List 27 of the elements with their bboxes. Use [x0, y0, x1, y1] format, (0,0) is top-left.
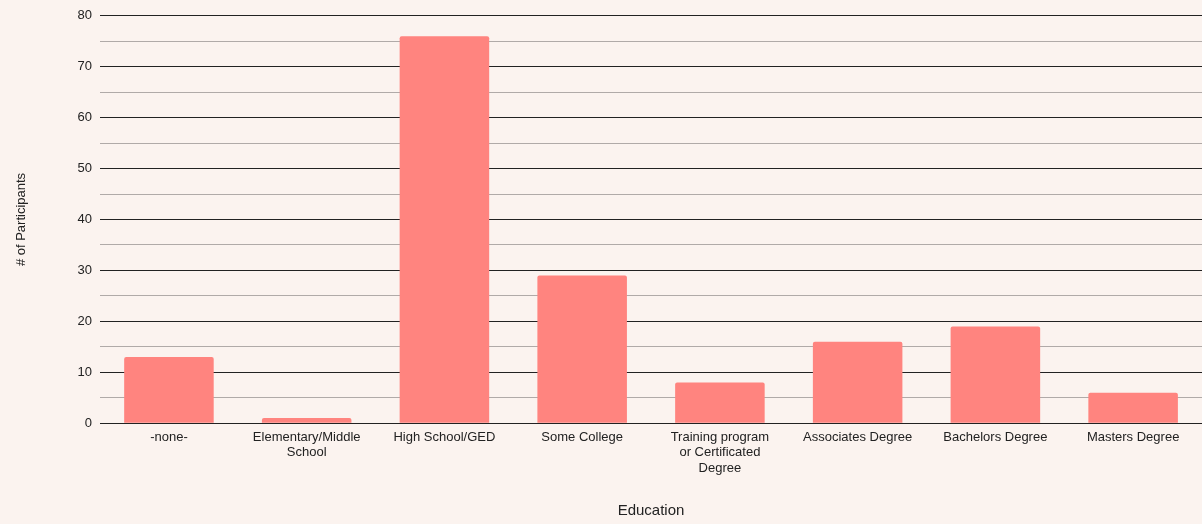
- bar: [124, 357, 214, 423]
- bar: [1088, 392, 1178, 423]
- x-tick-label: High School/GED: [393, 428, 496, 444]
- bar: [537, 275, 627, 423]
- y-tick-label: 60: [77, 109, 93, 125]
- y-tick-label: 40: [77, 211, 93, 227]
- x-tick-label: Some College: [541, 428, 623, 444]
- x-tick-label: Bachelors Degree: [943, 428, 1048, 444]
- y-tick-label: 0: [84, 414, 93, 430]
- y-axis-title: # of Participants: [13, 172, 29, 267]
- bar: [261, 418, 352, 423]
- y-tick-label: 50: [77, 160, 93, 176]
- y-tick-label: 20: [77, 312, 93, 328]
- y-tick-label: 80: [77, 7, 93, 23]
- y-tick-label: 70: [77, 58, 93, 74]
- x-tick-label: Elementary/Middle School: [252, 428, 361, 460]
- bar: [675, 382, 765, 423]
- y-tick-label: 10: [77, 363, 93, 379]
- bar: [399, 36, 490, 423]
- x-tick-label: Associates Degree: [803, 428, 913, 444]
- x-axis-title: Education: [617, 501, 685, 519]
- bar: [950, 326, 1041, 423]
- x-tick-label: Masters Degree: [1086, 428, 1180, 444]
- x-tick-label: Training program or Certificated Degree: [670, 428, 770, 475]
- bar: [812, 341, 903, 423]
- y-tick-label: 30: [77, 262, 93, 277]
- x-tick-label: -none-: [150, 428, 188, 444]
